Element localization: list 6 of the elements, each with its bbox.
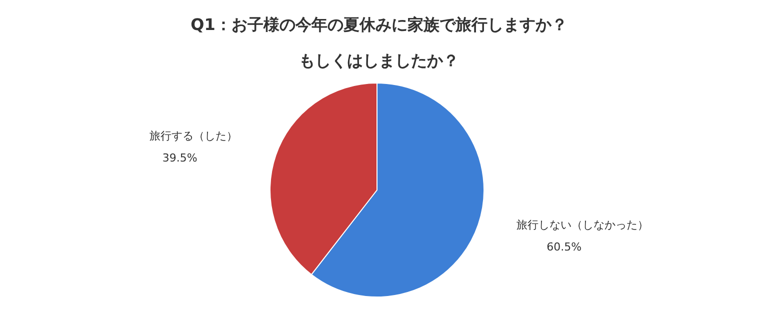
chart-title: Q1：お子様の今年の夏休みに家族で旅行しますか？ — [190, 15, 568, 34]
data-label: 39.5% — [162, 152, 198, 165]
chart-subtitle: もしくはしましたか？ — [299, 51, 459, 70]
slice-label: 旅行する（した） — [149, 130, 238, 143]
data-label: 60.5% — [546, 240, 582, 254]
slice-label: 旅行しない（しなかった） — [516, 218, 649, 232]
